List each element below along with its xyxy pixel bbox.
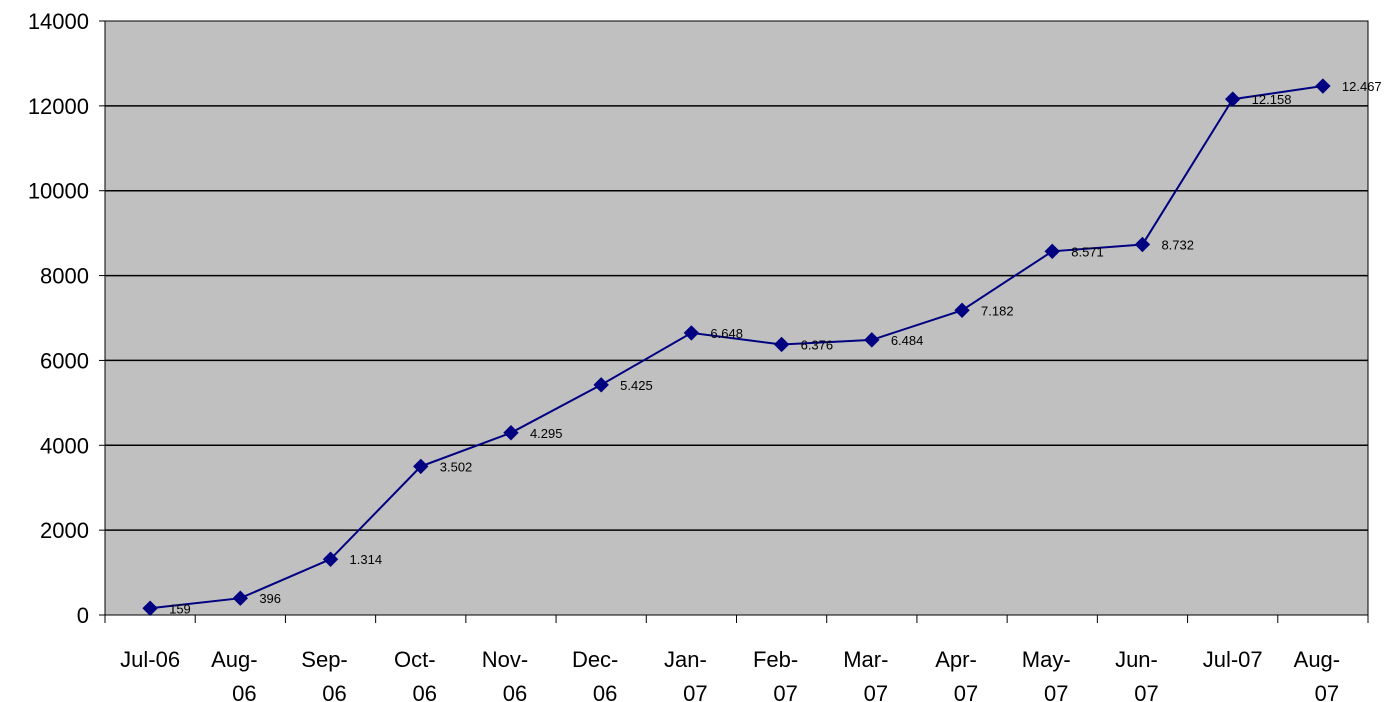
data-point-marker <box>142 600 158 616</box>
x-tick-label: Jan-07 <box>664 647 708 702</box>
x-tick-label: Aug-07 <box>1294 647 1340 702</box>
data-point-marker <box>773 336 790 353</box>
data-label: 159 <box>169 601 191 616</box>
series-line <box>149 85 1324 610</box>
y-tick-label: 4000 <box>40 433 89 458</box>
y-tick-label: 10000 <box>28 179 89 204</box>
data-point-marker <box>413 458 429 475</box>
x-tick-label: Jul-06 <box>120 647 180 672</box>
data-point-marker <box>1044 243 1060 260</box>
data-label: 6.648 <box>710 326 743 341</box>
x-tick-label: Jun-07 <box>1115 647 1159 702</box>
data-point-marker <box>593 377 609 393</box>
x-tick-label: Jul-07 <box>1203 647 1263 672</box>
data-points <box>142 78 1331 616</box>
data-label: 1.314 <box>350 552 383 567</box>
data-point-marker <box>1315 78 1331 94</box>
data-point-marker <box>1224 91 1241 107</box>
data-label: 5.425 <box>620 378 653 393</box>
y-tick-label: 2000 <box>40 518 89 543</box>
gridlines <box>105 105 1368 531</box>
x-tick-label: Nov-06 <box>482 647 528 702</box>
x-tick-label: May-07 <box>1022 647 1071 702</box>
series-line-layer <box>149 85 1324 610</box>
x-tick-label: Mar-07 <box>843 647 888 702</box>
axes: 0 2000 4000 6000 8000 10000 12000 14000 Jul-06 Au… <box>28 9 1369 702</box>
data-label: 8.732 <box>1161 238 1194 253</box>
data-point-marker <box>322 551 339 567</box>
plot-area <box>104 20 1369 616</box>
data-label: 4.295 <box>530 426 563 441</box>
data-label: 396 <box>259 591 281 606</box>
y-tick-label: 14000 <box>28 9 89 34</box>
x-tick-label: Apr-07 <box>935 647 978 702</box>
data-label: 7.182 <box>981 303 1014 318</box>
y-tick-label: 6000 <box>40 348 89 373</box>
data-label: 6.484 <box>891 333 924 348</box>
x-tick-label: Feb-07 <box>753 647 798 702</box>
data-label: 3.502 <box>440 459 473 474</box>
data-label: 12.158 <box>1252 92 1292 107</box>
data-point-marker <box>1134 236 1151 253</box>
data-label: 8.571 <box>1071 244 1104 259</box>
data-point-marker <box>232 590 249 606</box>
y-tick-label: 0 <box>77 603 89 628</box>
data-label: 6.376 <box>801 337 834 352</box>
y-tick-label: 12000 <box>28 94 89 119</box>
x-tick-label: Oct-06 <box>394 647 437 702</box>
data-point-marker <box>683 325 700 341</box>
data-point-marker <box>864 332 880 348</box>
data-labels: 159 396 1.314 3.502 4.295 5.425 6.648 6.376 6.48… <box>169 79 1382 616</box>
data-point-marker <box>954 302 970 318</box>
x-tick-label: Sep-06 <box>301 647 347 702</box>
x-tick-label: Dec-06 <box>572 647 618 702</box>
data-label: 12.467 <box>1342 79 1382 94</box>
data-point-marker <box>503 425 519 441</box>
y-tick-label: 8000 <box>40 264 89 289</box>
x-tick-label: Aug-06 <box>211 647 257 702</box>
